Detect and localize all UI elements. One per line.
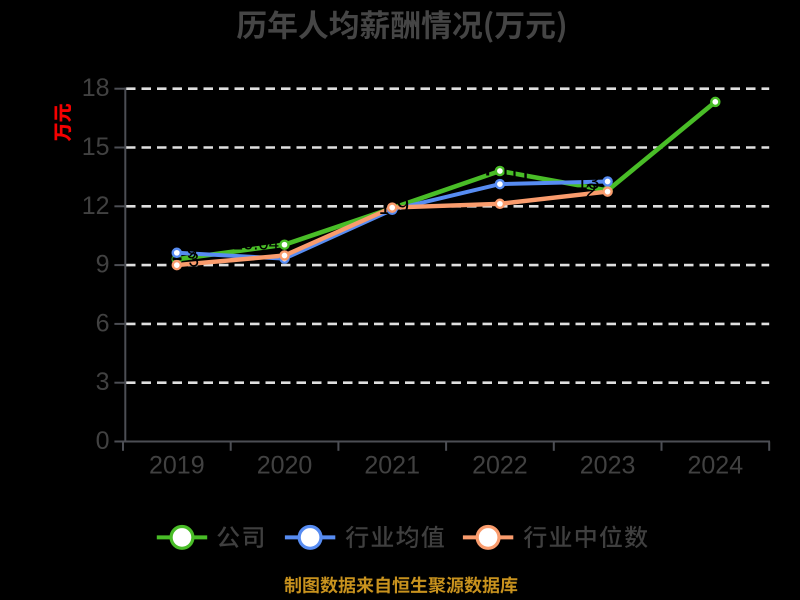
- svg-text:6: 6: [96, 309, 110, 337]
- svg-text:12: 12: [82, 192, 110, 220]
- svg-text:13: 13: [576, 171, 599, 194]
- svg-text:0: 0: [96, 427, 110, 455]
- svg-text:3: 3: [189, 250, 200, 271]
- svg-text:9: 9: [96, 251, 110, 279]
- svg-text:9: 9: [187, 243, 198, 264]
- svg-text:2023: 2023: [580, 452, 636, 480]
- svg-text:2024: 2024: [687, 452, 743, 480]
- svg-text:2022: 2022: [472, 452, 528, 480]
- svg-text:2: 2: [585, 180, 597, 203]
- svg-text:18: 18: [82, 74, 110, 102]
- svg-text:9: 9: [397, 192, 410, 218]
- svg-text:2020: 2020: [257, 452, 313, 480]
- svg-text:2021: 2021: [364, 452, 420, 480]
- svg-text:15: 15: [82, 133, 110, 161]
- svg-text:2019: 2019: [149, 452, 205, 480]
- svg-text:3: 3: [96, 368, 110, 396]
- svg-text:10.04: 10.04: [233, 232, 279, 253]
